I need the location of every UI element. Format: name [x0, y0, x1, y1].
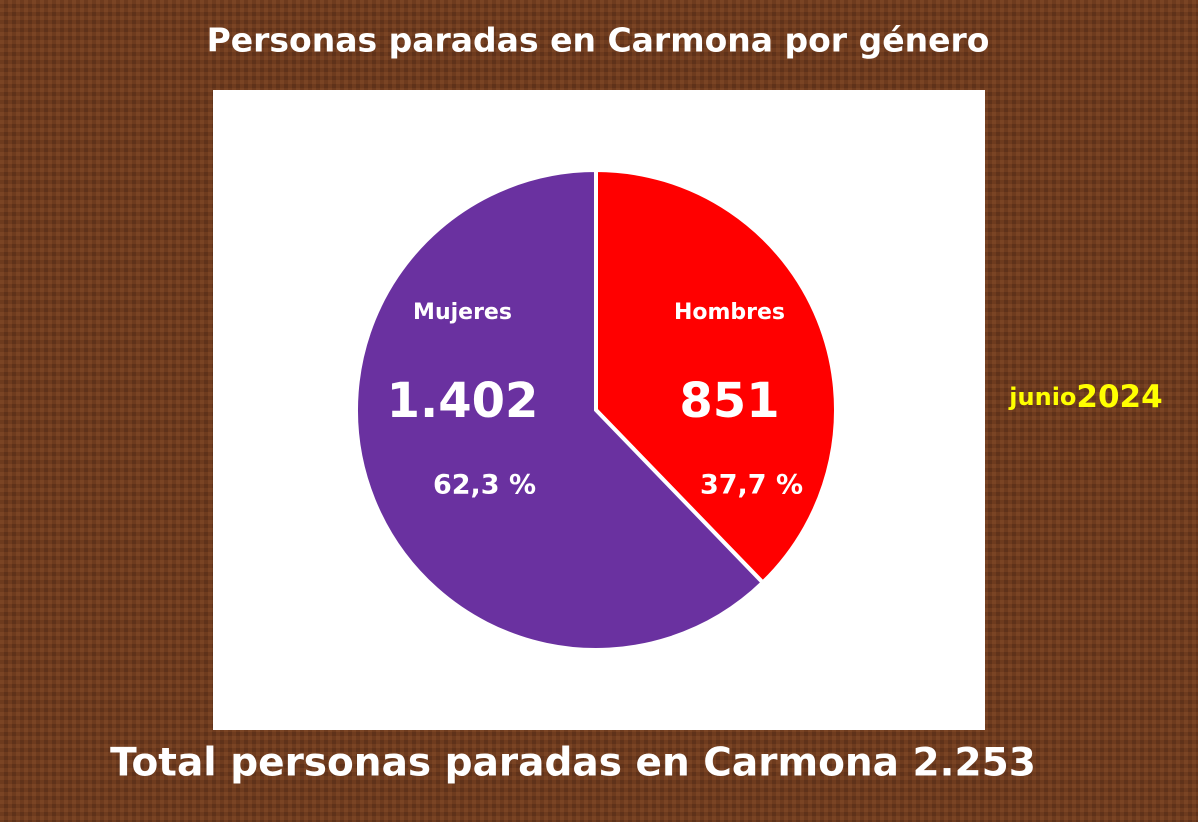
- date-year: 2024: [1076, 379, 1162, 415]
- footer: Total personas paradas en Carmona 2.253: [110, 741, 1036, 786]
- slice-name: Mujeres: [413, 300, 512, 325]
- slice-value: 1.402: [387, 373, 539, 429]
- slice-name: Hombres: [674, 300, 785, 325]
- pie-slice: [354, 167, 766, 652]
- date: junio2024: [1008, 379, 1162, 415]
- slice-percent: 37,7 %: [700, 470, 803, 501]
- pie-slice: [594, 167, 838, 586]
- slice-percent: 62,3 %: [433, 470, 536, 501]
- date-month: junio: [1008, 383, 1076, 411]
- slice-value: 851: [679, 373, 779, 429]
- chart-title: Personas paradas en Carmona por género: [207, 21, 990, 60]
